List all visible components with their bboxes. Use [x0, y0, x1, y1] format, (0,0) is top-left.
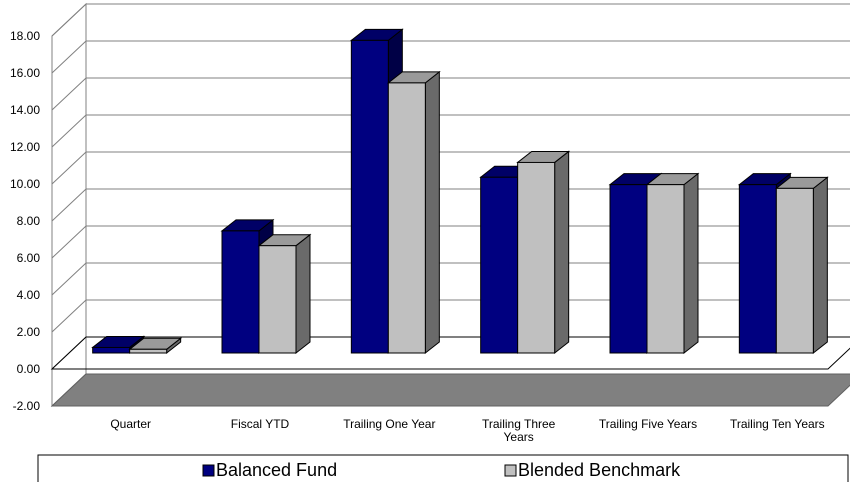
- gridline: [51, 262, 850, 296]
- bar-blended-benchmark: [774, 176, 829, 355]
- y-tick-label: 14.00: [10, 103, 40, 117]
- gridline: [51, 3, 850, 37]
- gridline: [51, 188, 850, 222]
- x-category-label: Trailing Three: [482, 417, 556, 431]
- x-category-label: Fiscal YTD: [231, 417, 290, 431]
- bar-blended-benchmark: [516, 150, 571, 355]
- y-axis-ticks: -2.00 0.00 2.00 4.00 6.00 8.00 10.00 12.00 14.00…: [10, 29, 40, 413]
- legend-label: Balanced Fund: [216, 460, 337, 480]
- legend-swatch: [202, 464, 215, 477]
- x-category-label: Trailing Ten Years: [730, 417, 825, 431]
- y-tick-label: 16.00: [10, 66, 40, 80]
- gridline: [51, 299, 850, 333]
- y-tick-label: 12.00: [10, 140, 40, 154]
- legend-swatch: [504, 464, 517, 477]
- y-tick-label: 8.00: [17, 214, 41, 228]
- gridline: [51, 151, 850, 185]
- zero-plane: [50, 336, 850, 370]
- x-axis-categories: Quarter Fiscal YTD Trailing One Year Traili…: [110, 417, 824, 444]
- legend-box: [37, 454, 849, 482]
- x-category-label: Years: [504, 430, 534, 444]
- bar-blended-benchmark: [128, 337, 183, 355]
- x-category-label: Trailing Five Years: [599, 417, 697, 431]
- bar-blended-benchmark: [645, 172, 700, 355]
- y-tick-label: 10.00: [10, 177, 40, 191]
- x-category-label: Trailing One Year: [343, 417, 435, 431]
- y-tick-label: 6.00: [17, 251, 41, 265]
- bar-blended-benchmark: [386, 70, 441, 355]
- gridline: [51, 77, 850, 111]
- y-tick-label: 18.00: [10, 29, 40, 43]
- x-category-label: Quarter: [110, 417, 151, 431]
- y-tick-label: -2.00: [13, 399, 41, 413]
- y-tick-label: 4.00: [17, 288, 41, 302]
- bar-blended-benchmark: [257, 233, 312, 355]
- gridline: [51, 225, 850, 259]
- gridline: [51, 114, 850, 148]
- floor-slab: [50, 373, 850, 407]
- y-tick-label: 0.00: [17, 362, 41, 376]
- legend-label: Blended Benchmark: [518, 460, 681, 480]
- bars: [91, 28, 829, 355]
- y-tick-label: 2.00: [17, 325, 41, 339]
- chart-floor: [50, 336, 850, 407]
- legend: Balanced Fund Blended Benchmark: [37, 454, 849, 482]
- gridline: [51, 40, 850, 74]
